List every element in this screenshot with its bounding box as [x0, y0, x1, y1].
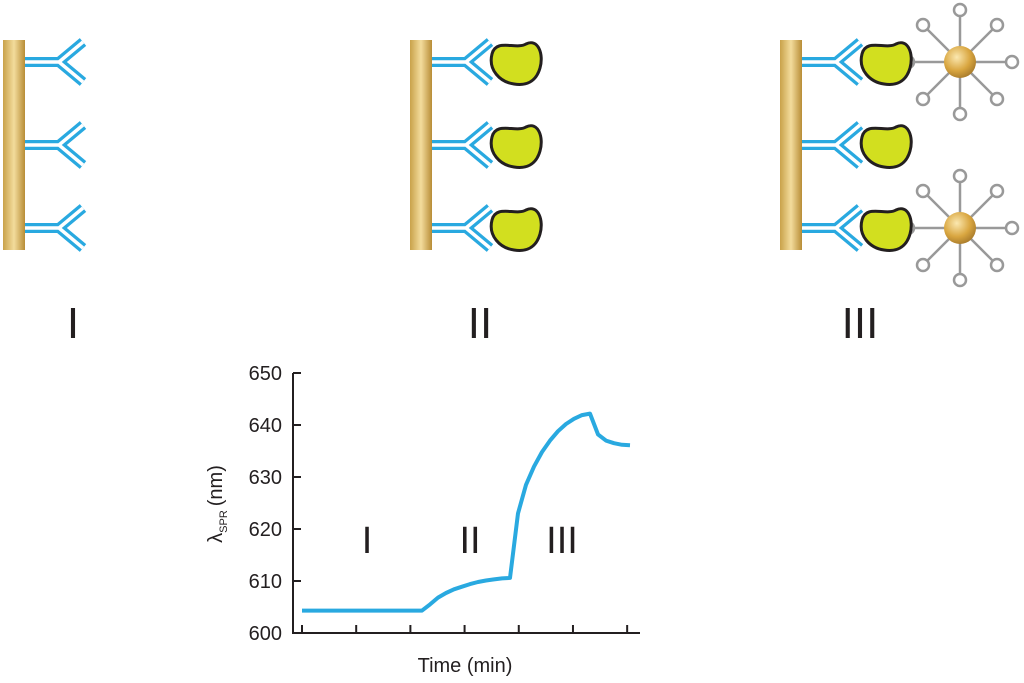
y-tick-label: 600 [249, 623, 282, 645]
annotation: III [546, 520, 578, 562]
annotation: I [362, 520, 373, 562]
y-label-symbol: λ [205, 533, 227, 543]
y-axis-label: λSPR (nm) [205, 465, 230, 543]
y-tick-label: 620 [249, 519, 282, 541]
panel-two [410, 40, 543, 250]
panel-one [3, 40, 83, 250]
y-tick-label: 610 [249, 571, 282, 593]
y-label-sub: SPR [218, 510, 230, 533]
y-tick-label: 630 [249, 467, 282, 489]
chart: Time (min) λSPR (nm) I II III [205, 373, 640, 677]
annotation: II [459, 520, 480, 562]
y-tick-label: 650 [249, 363, 282, 385]
y-label-unit: (nm) [205, 465, 227, 506]
y-tick-label: 640 [249, 415, 282, 437]
panel-label: III [842, 299, 879, 348]
x-axis-label: Time (min) [418, 655, 513, 677]
panel-label: I [67, 299, 79, 348]
panel-three [780, 2, 1020, 288]
data-line [302, 411, 631, 613]
panel-label: II [468, 299, 492, 348]
